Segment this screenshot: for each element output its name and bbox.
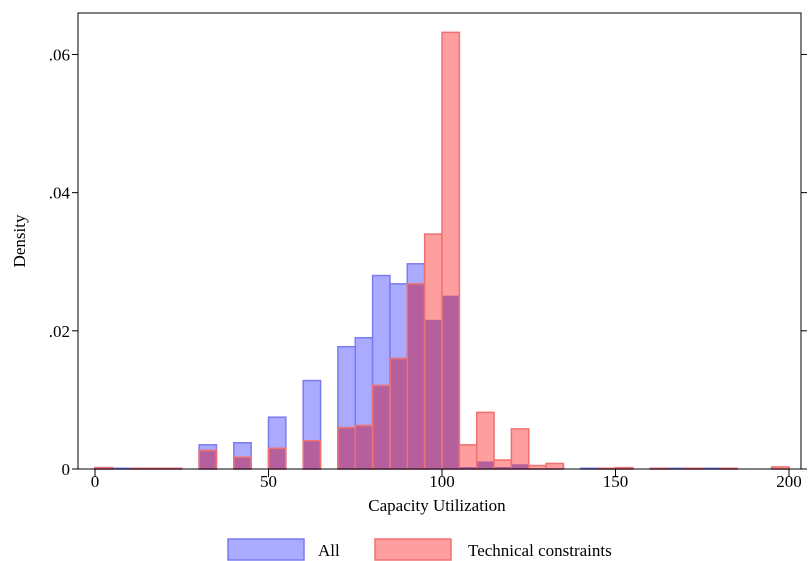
technical-constraints-bar — [475, 411, 495, 470]
x-tick-label: 200 — [776, 472, 802, 491]
overlap-bar — [373, 386, 390, 469]
overlap-bar — [494, 466, 511, 469]
technical-constraints-bar — [458, 444, 478, 470]
overlap-bar — [512, 464, 528, 469]
overlap-bar — [269, 449, 286, 469]
y-axis: 0 .02 .04 .06 — [49, 45, 807, 479]
overlap-bar — [425, 319, 442, 469]
y-tick-label: .04 — [49, 184, 71, 203]
legend-swatch-technical-constraints — [374, 538, 452, 561]
x-tick-label: 150 — [603, 472, 629, 491]
legend-label-technical-constraints: Technical constraints — [468, 541, 612, 560]
legend-label-all: All — [318, 541, 340, 560]
overlap-bar — [408, 284, 424, 469]
y-tick-label: .02 — [49, 322, 70, 341]
overlap-bar — [338, 428, 355, 469]
x-tick-label: 50 — [260, 472, 277, 491]
x-tick-label: 0 — [91, 472, 100, 491]
overlap-bar — [356, 426, 372, 469]
overlap-bar — [390, 359, 407, 469]
y-tick-label: 0 — [62, 460, 71, 479]
overlap-bar — [234, 458, 251, 469]
overlap-bar — [303, 441, 320, 469]
series-technical-constraints-bars — [94, 31, 790, 470]
legend-swatch-all — [227, 538, 305, 561]
overlap-bar — [199, 451, 216, 469]
overlap-bar — [460, 466, 476, 469]
y-axis-title: Density — [10, 214, 29, 267]
overlap-bars — [95, 284, 563, 469]
overlap-bar — [477, 461, 494, 469]
legend: All Technical constraints — [227, 538, 612, 561]
x-axis: 0 50 100 150 200 — [91, 469, 802, 491]
technical-constraints-bar — [545, 462, 565, 470]
plot-frame — [77, 12, 802, 470]
y-tick-label: .06 — [49, 45, 70, 64]
overlap-bar — [442, 295, 459, 469]
x-tick-label: 100 — [429, 472, 455, 491]
x-axis-title: Capacity Utilization — [368, 496, 506, 515]
technical-constraints-bar — [510, 428, 530, 470]
